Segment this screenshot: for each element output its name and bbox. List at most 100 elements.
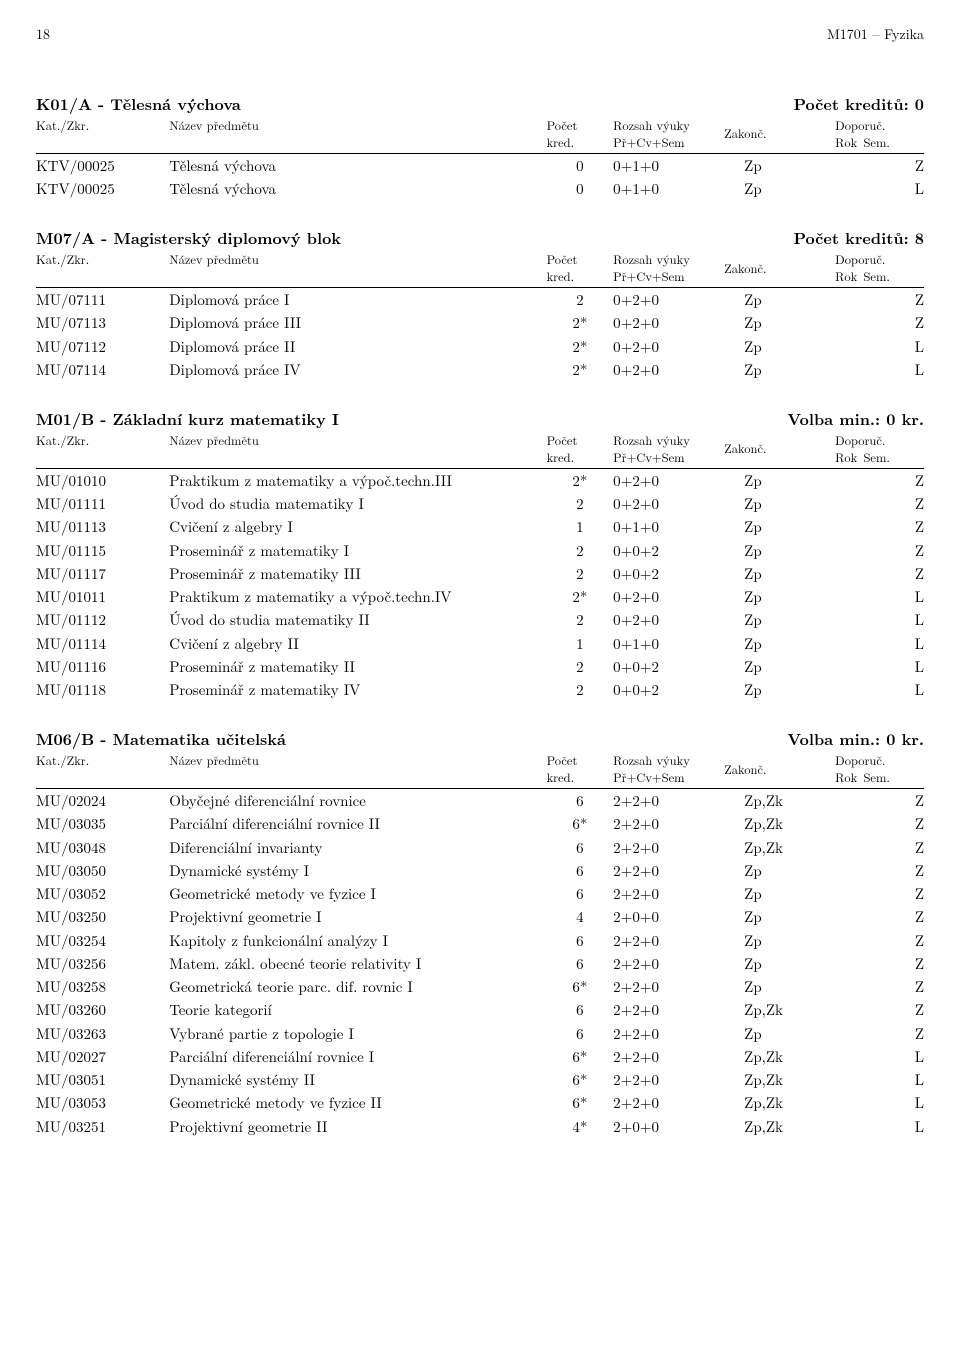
table-row: MU/01113Cvičení z algebry I10+1+0ZpZ bbox=[36, 515, 924, 538]
sections-container: K01/A - Tělesná výchovaPočet kreditů: 0K… bbox=[36, 92, 924, 1138]
cell-sem: Z bbox=[880, 952, 924, 975]
cell-rozsah: 2+2+0 bbox=[613, 882, 724, 905]
cell-sem: Z bbox=[880, 905, 924, 928]
cell-sem: L bbox=[880, 1045, 924, 1068]
cell-zakonc: Zp bbox=[724, 929, 835, 952]
cell-rozsah: 0+2+0 bbox=[613, 468, 724, 492]
cell-kat: KTV/00025 bbox=[36, 153, 169, 177]
cell-rok bbox=[835, 288, 879, 312]
table-row: MU/07114Diplomová práce IV2*0+2+0ZpL bbox=[36, 358, 924, 381]
course-table: Kat./Zkr.Název předmětuPočetkred.Rozsah … bbox=[36, 117, 924, 200]
cell-sem: L bbox=[880, 358, 924, 381]
cell-rozsah: 2+2+0 bbox=[613, 1022, 724, 1045]
cell-rok bbox=[835, 905, 879, 928]
table-row: MU/01011Praktikum z matematiky a výpoč.t… bbox=[36, 585, 924, 608]
cell-kat: MU/03053 bbox=[36, 1091, 169, 1114]
section-title-left: K01/A - Tělesná výchova bbox=[36, 92, 241, 115]
cell-rok bbox=[835, 515, 879, 538]
table-row: MU/01115Proseminář z matematiky I20+0+2Z… bbox=[36, 539, 924, 562]
cell-name: Proseminář z matematiky I bbox=[169, 539, 546, 562]
cell-kred: 1 bbox=[547, 632, 614, 655]
cell-kred: 2 bbox=[547, 288, 614, 312]
cell-rozsah: 2+2+0 bbox=[613, 998, 724, 1021]
section-title-right: Počet kreditů: 0 bbox=[793, 92, 924, 115]
cell-zakonc: Zp,Zk bbox=[724, 812, 835, 835]
cell-rozsah: 0+2+0 bbox=[613, 358, 724, 381]
cell-kred: 2* bbox=[547, 335, 614, 358]
cell-kred: 6* bbox=[547, 1068, 614, 1091]
cell-name: Vybrané partie z topologie I bbox=[169, 1022, 546, 1045]
table-row: MU/03250Projektivní geometrie I42+0+0ZpZ bbox=[36, 905, 924, 928]
cell-kred: 2* bbox=[547, 585, 614, 608]
cell-rozsah: 0+2+0 bbox=[613, 335, 724, 358]
cell-rok bbox=[835, 1045, 879, 1068]
cell-rozsah: 0+1+0 bbox=[613, 153, 724, 177]
cell-zakonc: Zp bbox=[724, 311, 835, 334]
section-title: M01/B - Základní kurz matematiky I Volba … bbox=[36, 407, 924, 430]
cell-zakonc: Zp bbox=[724, 632, 835, 655]
cell-kat: MU/07112 bbox=[36, 335, 169, 358]
cell-rok bbox=[835, 929, 879, 952]
cell-zakonc: Zp bbox=[724, 859, 835, 882]
cell-name: Geometrické metody ve fyzice II bbox=[169, 1091, 546, 1114]
cell-rozsah: 0+0+2 bbox=[613, 655, 724, 678]
cell-rok bbox=[835, 585, 879, 608]
cell-name: Diplomová práce III bbox=[169, 311, 546, 334]
section-title-right: Volba min.: 0 kr. bbox=[787, 407, 924, 430]
cell-zakonc: Zp bbox=[724, 975, 835, 998]
cell-rozsah: 0+2+0 bbox=[613, 608, 724, 631]
cell-rozsah: 2+2+0 bbox=[613, 1045, 724, 1068]
cell-rozsah: 0+0+2 bbox=[613, 678, 724, 701]
table-row: MU/07113Diplomová práce III2*0+2+0ZpZ bbox=[36, 311, 924, 334]
cell-rozsah: 0+2+0 bbox=[613, 311, 724, 334]
cell-sem: L bbox=[880, 632, 924, 655]
cell-zakonc: Zp bbox=[724, 952, 835, 975]
section-title: K01/A - Tělesná výchova Počet kreditů: 0 bbox=[36, 92, 924, 115]
cell-kat: MU/01115 bbox=[36, 539, 169, 562]
cell-rozsah: 2+2+0 bbox=[613, 952, 724, 975]
cell-rozsah: 2+2+0 bbox=[613, 1068, 724, 1091]
cell-name: Kapitoly z funkcionální analýzy I bbox=[169, 929, 546, 952]
cell-kred: 0 bbox=[547, 153, 614, 177]
table-row: MU/01116Proseminář z matematiky II20+0+2… bbox=[36, 655, 924, 678]
cell-sem: Z bbox=[880, 789, 924, 813]
cell-rok bbox=[835, 836, 879, 859]
cell-sem: L bbox=[880, 678, 924, 701]
cell-kred: 0 bbox=[547, 177, 614, 200]
cell-name: Proseminář z matematiky IV bbox=[169, 678, 546, 701]
cell-rok bbox=[835, 177, 879, 200]
table-row: MU/03035Parciální diferenciální rovnice … bbox=[36, 812, 924, 835]
cell-kat: MU/02027 bbox=[36, 1045, 169, 1068]
table-row: MU/03254Kapitoly z funkcionální analýzy … bbox=[36, 929, 924, 952]
section-title-left: M01/B - Základní kurz matematiky I bbox=[36, 407, 339, 430]
table-header-row: Kat./Zkr.Název předmětuPočetkred.Rozsah … bbox=[36, 117, 924, 151]
cell-kat: MU/03051 bbox=[36, 1068, 169, 1091]
cell-rok bbox=[835, 812, 879, 835]
cell-name: Geometrické metody ve fyzice I bbox=[169, 882, 546, 905]
cell-sem: Z bbox=[880, 929, 924, 952]
cell-zakonc: Zp,Zk bbox=[724, 789, 835, 813]
cell-kred: 2 bbox=[547, 678, 614, 701]
cell-sem: Z bbox=[880, 468, 924, 492]
cell-zakonc: Zp,Zk bbox=[724, 1045, 835, 1068]
table-row: MU/03048Diferenciální invarianty62+2+0Zp… bbox=[36, 836, 924, 859]
cell-rozsah: 0+2+0 bbox=[613, 288, 724, 312]
cell-zakonc: Zp bbox=[724, 562, 835, 585]
cell-rozsah: 2+0+0 bbox=[613, 905, 724, 928]
cell-rok bbox=[835, 655, 879, 678]
cell-kred: 6* bbox=[547, 812, 614, 835]
cell-sem: Z bbox=[880, 882, 924, 905]
cell-sem: Z bbox=[880, 288, 924, 312]
cell-rok bbox=[835, 975, 879, 998]
cell-kat: MU/03251 bbox=[36, 1115, 169, 1138]
cell-sem: Z bbox=[880, 311, 924, 334]
cell-name: Tělesná výchova bbox=[169, 177, 546, 200]
cell-sem: L bbox=[880, 1091, 924, 1114]
cell-name: Cvičení z algebry II bbox=[169, 632, 546, 655]
cell-rok bbox=[835, 998, 879, 1021]
cell-kred: 2 bbox=[547, 492, 614, 515]
cell-name: Úvod do studia matematiky II bbox=[169, 608, 546, 631]
cell-sem: Z bbox=[880, 836, 924, 859]
cell-sem: Z bbox=[880, 492, 924, 515]
cell-rozsah: 2+2+0 bbox=[613, 975, 724, 998]
